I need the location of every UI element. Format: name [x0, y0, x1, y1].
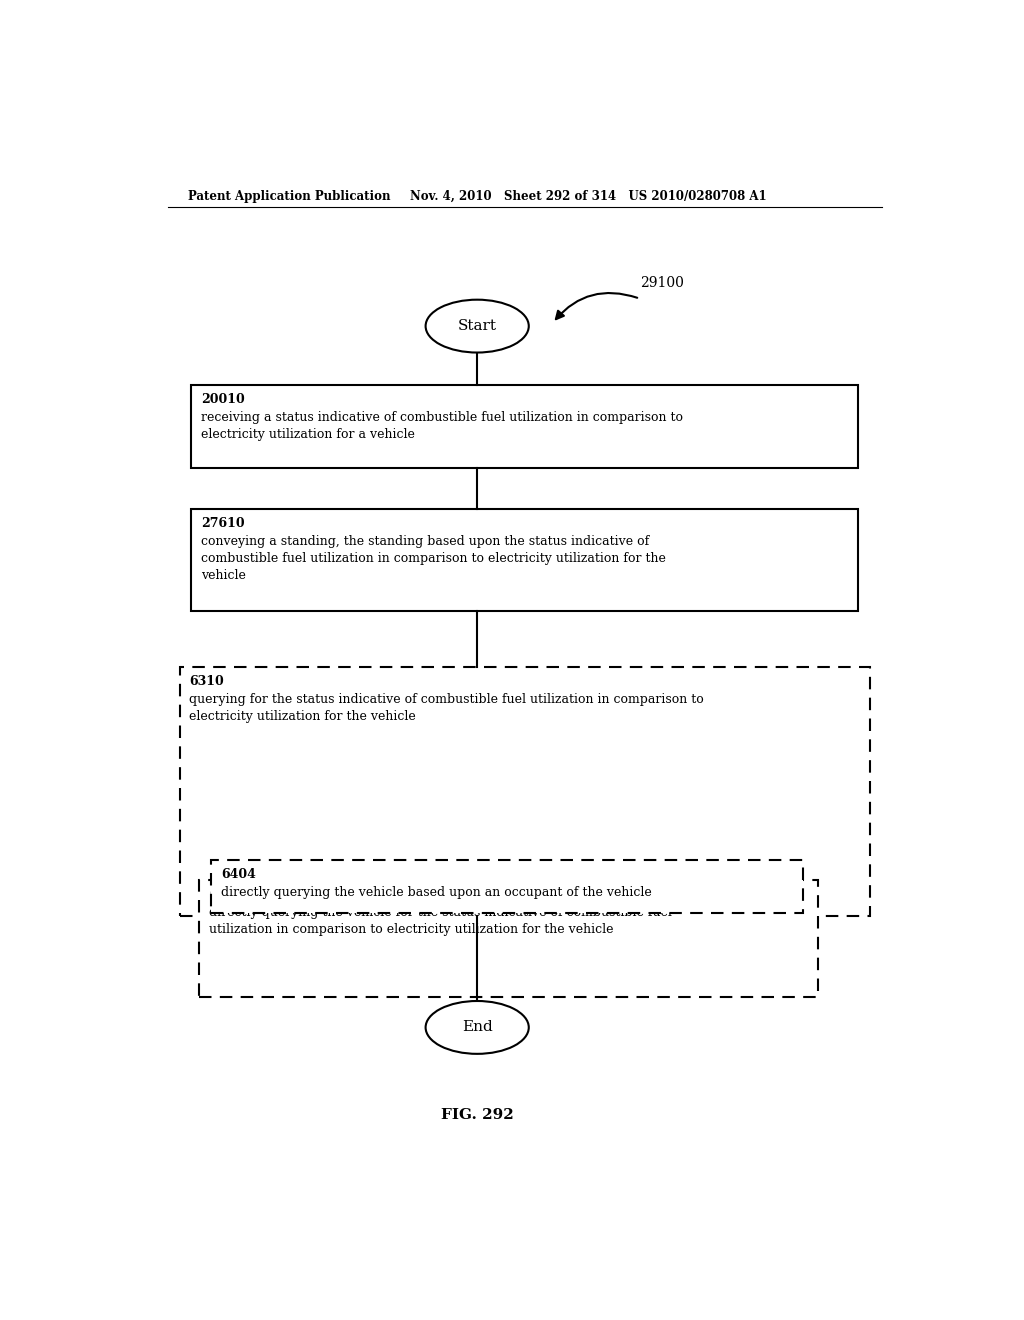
- Bar: [191, 510, 858, 611]
- Ellipse shape: [426, 1001, 528, 1053]
- Text: 6402: 6402: [209, 888, 244, 902]
- Text: directly querying the vehicle based upon an occupant of the vehicle: directly querying the vehicle based upon…: [221, 886, 651, 899]
- Text: End: End: [462, 1020, 493, 1035]
- Bar: [200, 880, 818, 997]
- FancyArrowPatch shape: [556, 293, 637, 319]
- Bar: [179, 667, 870, 916]
- Text: Start: Start: [458, 319, 497, 333]
- Text: Nov. 4, 2010   Sheet 292 of 314   US 2010/0280708 A1: Nov. 4, 2010 Sheet 292 of 314 US 2010/02…: [410, 190, 766, 202]
- Text: 27610: 27610: [201, 517, 245, 531]
- Text: FIG. 292: FIG. 292: [440, 1107, 514, 1122]
- Text: conveying a standing, the standing based upon the status indicative of
combustib: conveying a standing, the standing based…: [201, 536, 666, 582]
- Bar: [211, 859, 803, 912]
- Bar: [191, 385, 858, 469]
- Text: Patent Application Publication: Patent Application Publication: [187, 190, 390, 202]
- Text: 6310: 6310: [189, 675, 224, 688]
- Text: 20010: 20010: [201, 393, 245, 407]
- Ellipse shape: [426, 300, 528, 352]
- Text: 29100: 29100: [640, 276, 684, 290]
- Text: querying for the status indicative of combustible fuel utilization in comparison: querying for the status indicative of co…: [189, 693, 703, 723]
- Text: receiving a status indicative of combustible fuel utilization in comparison to
e: receiving a status indicative of combust…: [201, 412, 683, 441]
- Text: directly querying the vehicle for the status indicative of combustible fuel
util: directly querying the vehicle for the st…: [209, 907, 672, 936]
- Text: 6404: 6404: [221, 867, 256, 880]
